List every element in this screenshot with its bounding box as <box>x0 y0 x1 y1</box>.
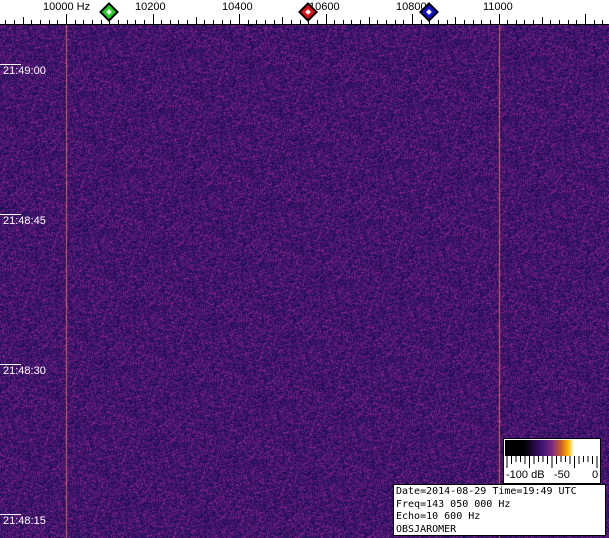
info-date-time: Date=2014-08-29 Time=19:49 UTC <box>396 486 577 497</box>
time-tick <box>0 64 21 65</box>
colorbar-legend: -100 dB -50 0 <box>503 438 601 484</box>
time-label: 21:48:45 <box>3 215 46 227</box>
colorbar-gradient <box>505 440 599 456</box>
colorbar-ticks <box>506 456 598 468</box>
time-tick <box>0 514 21 515</box>
time-tick <box>0 214 21 215</box>
time-label: 21:48:15 <box>3 515 46 527</box>
info-frequency: Freq=143 050 000 Hz <box>396 498 511 510</box>
time-tick <box>0 364 21 365</box>
freq-tick-label: 10400 <box>222 1 253 13</box>
time-label: 21:49:00 <box>3 65 46 77</box>
info-echo: Echo=10 600 Hz <box>396 511 481 522</box>
colorbar-label: -50 <box>554 469 570 481</box>
frequency-ruler: 10000 Hz 10200 10400 10600 10800 11000 <box>0 0 609 25</box>
freq-tick-label: 10200 <box>135 1 166 13</box>
freq-tick-label: 10800 <box>396 1 427 13</box>
freq-tick-label: 10000 Hz <box>43 1 91 13</box>
colorbar-label: -100 dB <box>506 469 545 481</box>
colorbar-label: 0 <box>592 469 599 481</box>
info-box: Date=2014-08-29 Time=19:49 UTC Freq=143 … <box>393 484 606 536</box>
freq-tick-label: 11000 <box>483 1 513 13</box>
time-label: 21:48:30 <box>3 365 46 377</box>
info-station: OBSJAROMER <box>396 523 457 535</box>
